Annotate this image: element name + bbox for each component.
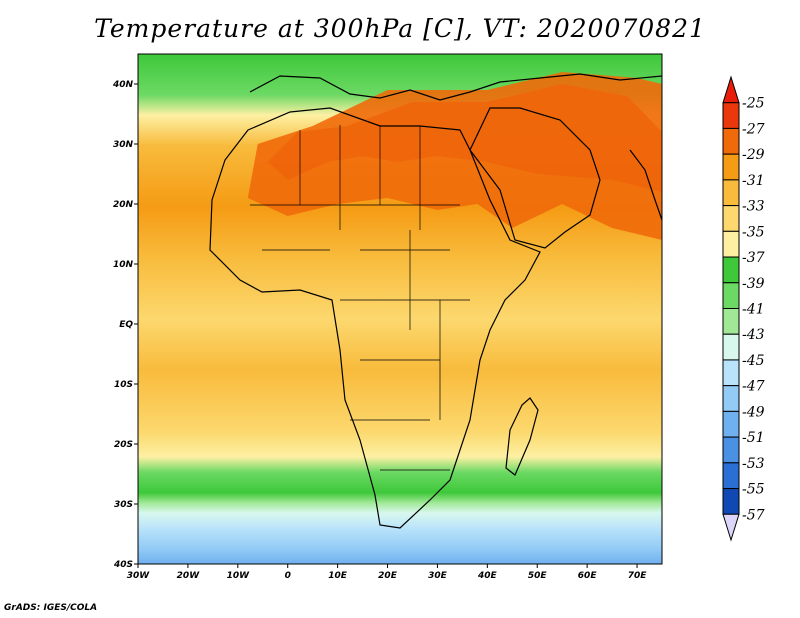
lat-tick-label: 40N [112,80,134,90]
colorbar-swatch [722,256,740,284]
colorbar-label: -37 [742,250,765,266]
colorbar-label: -39 [742,276,765,292]
lon-tick-label: 70E [628,571,648,581]
lon-tick-label: 10E [328,571,348,581]
lon-tick-label: 30W [127,571,151,581]
plot-frame [137,53,663,565]
contour-layer [247,72,662,240]
colorbar-label: -53 [742,456,765,472]
colorbar-swatch [722,153,740,181]
colorbar-label: -25 [742,96,765,112]
colorbar-label: -55 [742,482,765,498]
lon-tick-label: 60E [578,571,598,581]
coastline-madagascar [505,397,539,476]
lat-tick-label: 30S [114,500,133,510]
colorbar: -25 -27 -29 -31 -33 -35 -37 -39 -41 -43 -45 -47 -49 -… [722,75,765,542]
lat-tick-label: 20S [114,440,133,450]
map-title: Temperature at 300hPa [C], VT: 202007082… [94,14,706,43]
lon-tick-label: 0 [285,571,291,581]
longitude-axis: 30W 20W 10W 0 10E 20E 30E 40E 50E 60E 70E [127,564,647,581]
temperature-field [138,54,662,564]
lon-tick-label: 50E [528,571,548,581]
lat-tick-label: 40S [113,560,133,570]
lat-tick-label: 30N [113,140,134,150]
colorbar-swatch [722,359,740,387]
colorbar-label: -49 [742,404,765,420]
colorbar-swatch [722,282,740,309]
colorbar-label: -33 [742,199,765,215]
colorbar-swatch [722,179,740,207]
colorbar-swatch [722,385,740,412]
lat-tick-label: 20N [113,200,134,210]
latitude-axis: 40N 30N 20N 10N EQ 10S 20S 30S 40S [112,80,138,570]
lat-tick-label: EQ [119,320,133,330]
colorbar-swatch [722,308,740,335]
coastline-africa [209,107,541,529]
lat-tick-label: 10S [114,380,133,390]
colorbar-label: -31 [742,173,765,189]
colorbar-swatch [722,436,740,464]
coastline-europe [249,73,662,101]
colorbar-swatch [722,127,740,155]
footer-credit: GrADS: IGES/COLA [4,603,98,613]
colorbar-bottom-arrow [722,513,740,542]
colorbar-swatch [722,230,740,258]
colorbar-label: -35 [742,224,765,240]
colorbar-swatch [722,488,740,515]
colorbar-label: -41 [742,302,765,318]
country-borders [250,125,470,471]
colorbar-label: -57 [742,507,765,523]
colorbar-top-arrow [722,75,740,104]
colorbar-label: -27 [742,121,765,137]
coastline-arabia [469,107,601,249]
coastline-india [629,149,662,221]
lon-tick-label: 20W [177,571,201,581]
lon-tick-label: 20E [378,571,398,581]
colorbar-label: -29 [742,147,765,163]
lon-tick-label: 10W [227,571,251,581]
lon-tick-label: 40E [477,571,498,581]
lon-tick-label: 30E [428,571,448,581]
colorbar-label: -45 [742,353,765,369]
colorbar-swatch [722,462,740,490]
colorbar-swatch [722,205,740,232]
colorbar-label: -51 [742,430,765,446]
colorbar-swatch [722,410,740,438]
colorbar-label: -47 [742,379,765,395]
lat-tick-label: 10N [113,260,134,270]
contour-region-1 [247,72,662,240]
colorbar-swatch [722,333,740,361]
colorbar-label: -43 [742,327,765,343]
colorbar-swatch [722,102,740,129]
